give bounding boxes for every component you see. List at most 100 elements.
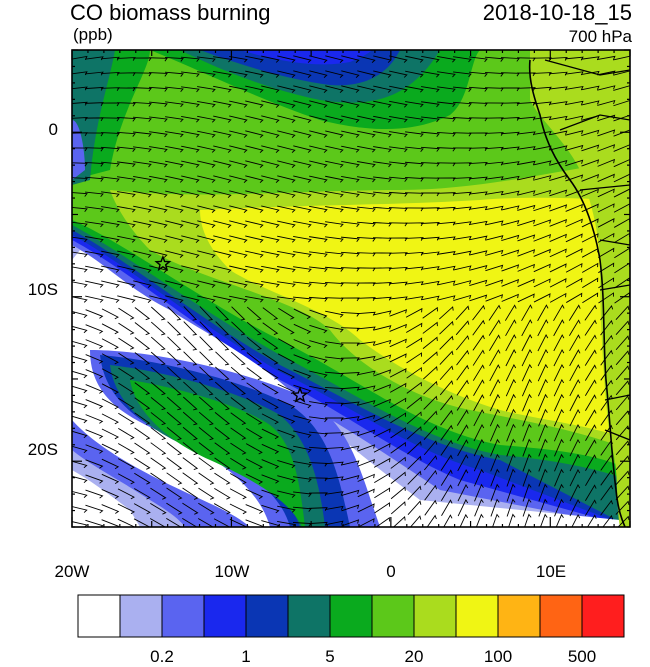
wind-barb <box>357 488 375 498</box>
wind-barb <box>261 55 280 63</box>
wind-barb <box>500 117 520 121</box>
wind-barb <box>439 335 454 350</box>
wind-barb <box>538 423 548 442</box>
wind-barb <box>372 267 392 272</box>
wind-barb <box>262 307 279 321</box>
wind-barb <box>524 513 532 527</box>
wind-barb <box>101 295 120 303</box>
wind-barb <box>230 427 247 440</box>
wind-barb <box>538 498 548 517</box>
wind-barb <box>245 175 264 183</box>
wind-barb <box>501 293 519 302</box>
wind-barb <box>229 205 248 213</box>
wind-barb <box>436 116 456 122</box>
wind-barb <box>165 86 184 93</box>
wind-barb <box>85 519 104 527</box>
wind-barb <box>373 354 392 362</box>
wind-barb <box>533 263 551 273</box>
wind-barb <box>554 453 564 472</box>
wind-barb <box>505 349 517 367</box>
wind-barb <box>424 484 438 501</box>
wind-barb <box>405 101 424 108</box>
wind-barb <box>133 250 152 258</box>
wind-barb <box>229 295 248 303</box>
wind-barb <box>565 203 583 212</box>
wind-barb <box>581 262 599 273</box>
wind-barb <box>198 396 214 411</box>
wind-barb <box>213 518 231 527</box>
wind-barb <box>473 468 484 487</box>
wind-barb <box>325 491 344 496</box>
wind-barb <box>150 351 166 366</box>
wind-barb <box>341 145 360 153</box>
wind-barb <box>117 503 136 515</box>
wind-barb <box>554 468 564 487</box>
wind-barb <box>409 515 422 527</box>
wind-barb <box>72 296 88 303</box>
wind-barb <box>357 473 375 482</box>
wind-barb <box>134 427 151 440</box>
wind-barb <box>182 502 199 515</box>
wind-barb <box>453 86 472 92</box>
wind-barb <box>341 489 360 496</box>
wind-barb <box>229 250 248 258</box>
wind-barb <box>373 55 392 63</box>
wind-barb <box>182 487 199 500</box>
wind-barb <box>117 176 136 183</box>
wind-barb <box>245 519 264 527</box>
wind-barb <box>553 349 565 367</box>
wind-barb <box>245 55 264 63</box>
wind-barb <box>215 321 230 336</box>
wind-barb <box>324 417 344 422</box>
wind-barb <box>181 160 200 168</box>
wind-barb <box>150 472 167 485</box>
wind-barb <box>117 473 135 485</box>
wind-barb <box>133 146 152 153</box>
wind-barb <box>118 397 135 410</box>
wind-barb <box>261 474 280 484</box>
wind-barb <box>117 280 136 288</box>
wind-barb <box>505 363 517 382</box>
wind-barb <box>325 115 344 123</box>
wind-barb <box>277 429 296 439</box>
wind-barb <box>100 132 120 137</box>
wind-barb <box>341 175 360 183</box>
wind-barb <box>261 489 280 499</box>
wind-barb <box>229 70 248 78</box>
wind-barb <box>373 443 391 453</box>
wind-barb <box>117 146 136 152</box>
wind-barb <box>389 309 408 317</box>
wind-barb <box>229 265 248 273</box>
wind-barb <box>389 131 408 138</box>
wind-barb <box>615 455 630 471</box>
wind-barb <box>261 130 280 138</box>
wind-barb <box>101 176 120 183</box>
wind-barb <box>181 295 200 303</box>
wind-barb <box>390 471 406 484</box>
wind-barb <box>213 145 232 153</box>
wind-barb <box>490 468 500 487</box>
wind-barb <box>293 85 312 93</box>
wind-barb <box>468 161 488 166</box>
wind-barb <box>230 442 247 455</box>
wind-barb <box>406 411 422 425</box>
wind-barb <box>181 265 200 273</box>
wind-barb <box>101 308 119 320</box>
wind-barb <box>85 206 104 213</box>
wind-barb <box>485 294 504 302</box>
wind-barb <box>522 438 532 457</box>
wind-barb <box>293 476 312 483</box>
wind-barb <box>197 250 216 258</box>
wind-barb <box>117 191 136 198</box>
wind-barb <box>246 352 263 366</box>
wind-barb <box>149 146 168 153</box>
wind-barb <box>100 161 120 167</box>
wind-barb <box>277 70 296 78</box>
wind-barb <box>277 160 296 168</box>
wind-barb <box>308 492 328 497</box>
wind-barb <box>245 265 264 273</box>
wind-barb <box>501 220 520 226</box>
wind-barb <box>469 206 488 211</box>
wind-barb <box>229 145 248 153</box>
wind-barb <box>597 129 616 137</box>
